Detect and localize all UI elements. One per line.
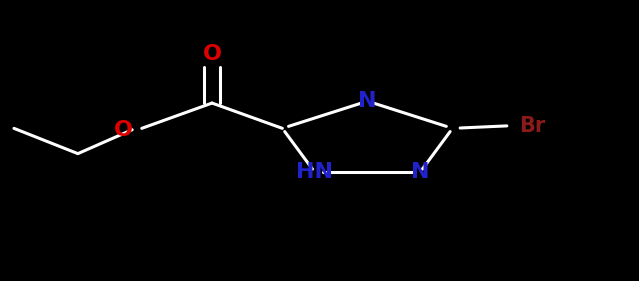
Text: O: O xyxy=(114,120,134,140)
Text: O: O xyxy=(203,44,222,64)
Text: Br: Br xyxy=(520,115,546,135)
Text: N: N xyxy=(358,91,376,111)
Text: N: N xyxy=(411,162,429,182)
Text: HN: HN xyxy=(296,162,334,182)
